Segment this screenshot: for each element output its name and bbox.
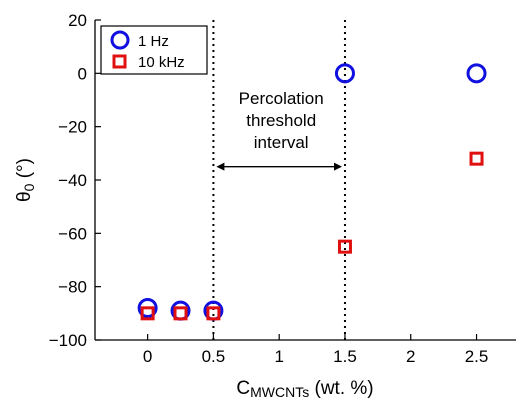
y-tick-label: −100 (49, 331, 87, 350)
x-tick-label: 1 (274, 347, 283, 366)
legend-label-1hz: 1 Hz (138, 33, 169, 50)
x-tick-label: 0.5 (202, 347, 226, 366)
y-tick-label: 0 (78, 64, 87, 83)
reference-lines (212, 20, 346, 340)
data-point-10khz (469, 151, 484, 166)
y-tick-label: −20 (58, 118, 87, 137)
data-point-1hz (466, 63, 487, 84)
data-point-1hz (137, 298, 158, 318)
axes: 0 0.5 1 1.5 2 2.5 −100 −80 −60 −40 −20 0 20 (49, 11, 516, 366)
y-tick-label: −40 (58, 171, 87, 190)
legend-label-10khz: 10 kHz (138, 54, 185, 71)
data-points (137, 63, 487, 321)
data-point-10khz (337, 239, 352, 254)
x-tick-label: 2 (406, 347, 415, 366)
data-point-10khz (206, 306, 221, 321)
x-tick-label: 2.5 (465, 347, 489, 366)
legend-marker-1hz (110, 30, 130, 50)
annotation: Percolation threshold interval (216, 89, 342, 171)
x-axis-label: CMWCNTs (wt. %) (236, 378, 373, 400)
y-tick-label: −60 (58, 224, 87, 243)
x-tick-label: 0 (143, 347, 152, 366)
data-point-10khz (173, 306, 188, 321)
data-point-1hz (334, 63, 355, 84)
annotation-text-line: interval (254, 133, 309, 152)
x-tick-label: 1.5 (333, 347, 357, 366)
y-tick-label: 20 (68, 11, 87, 30)
y-tick-label: −80 (58, 278, 87, 297)
annotation-text-line: threshold (246, 111, 316, 130)
annotation-text-line: Percolation (239, 89, 324, 108)
legend: 1 Hz 10 kHz (100, 25, 208, 75)
data-point-10khz (140, 306, 155, 321)
y-axis-label: θ0 (°) (14, 158, 37, 202)
legend-marker-10khz (112, 54, 127, 69)
